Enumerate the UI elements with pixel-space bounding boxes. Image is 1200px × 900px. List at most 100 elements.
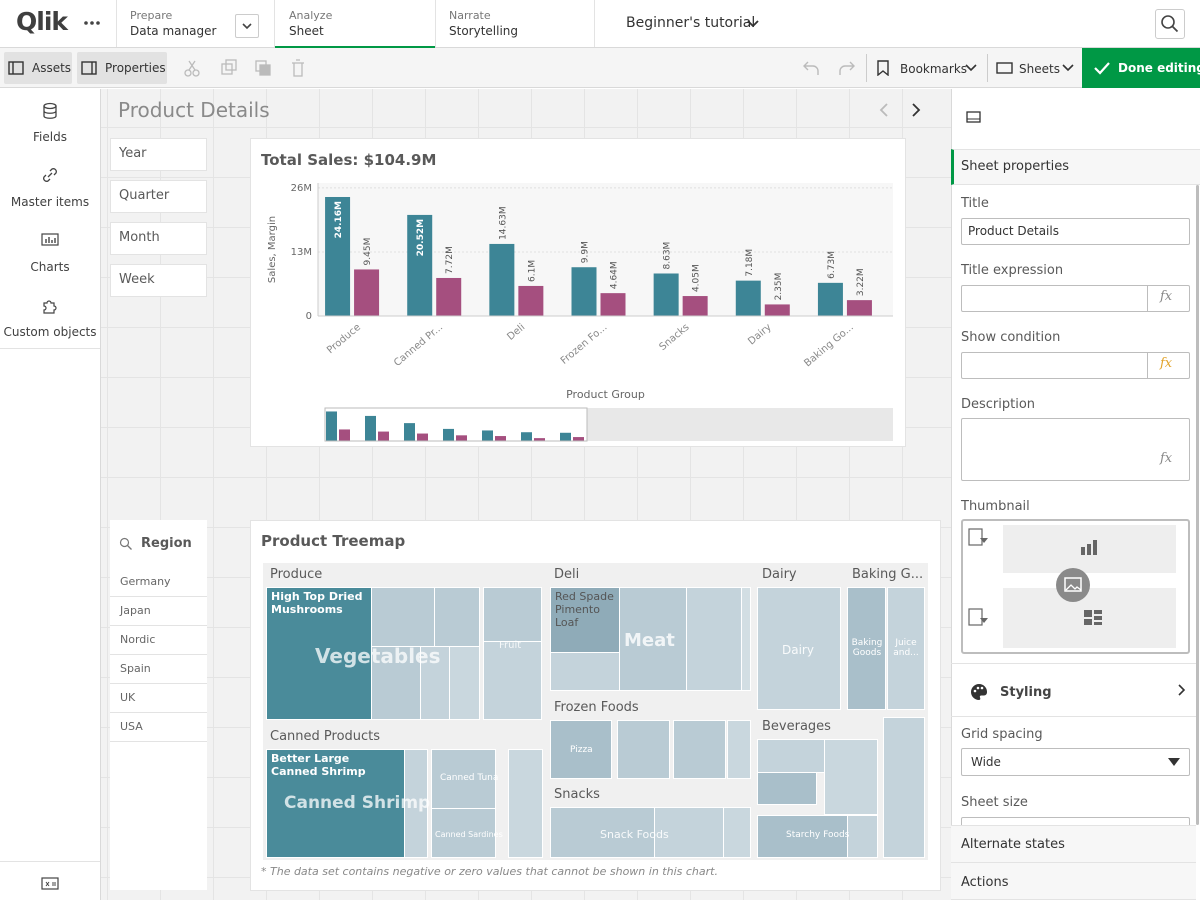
custom-objects-tab[interactable]: Custom objects [3, 325, 97, 339]
region-value[interactable]: Nordic [120, 633, 156, 646]
charts-tab[interactable]: Charts [30, 260, 70, 274]
treemap-cell[interactable] [757, 815, 848, 858]
undo-redo[interactable] [800, 58, 860, 80]
treemap-cell[interactable] [550, 652, 620, 691]
treemap-cell[interactable] [727, 720, 751, 779]
region-value[interactable]: Japan [120, 604, 151, 617]
app-chevron[interactable] [744, 15, 762, 33]
fx-icon[interactable]: fx [1160, 289, 1173, 304]
treemap-cell[interactable] [550, 587, 620, 653]
title-input[interactable] [961, 218, 1190, 245]
more-menu[interactable] [83, 20, 101, 26]
treemap-group[interactable]: Frozen Foods [554, 700, 639, 715]
bookmarks-label[interactable]: Bookmarks [900, 62, 968, 76]
chevron-icon[interactable] [1176, 683, 1188, 697]
treemap-cell[interactable] [508, 749, 543, 858]
title-input-value[interactable]: Product Details [968, 224, 1059, 238]
title-expression-input[interactable] [961, 285, 1190, 312]
filter-quarter[interactable]: Quarter [119, 188, 170, 203]
treemap-cell[interactable] [847, 815, 878, 858]
treemap-cell[interactable] [757, 739, 825, 773]
alternate-states-label[interactable]: Alternate states [961, 837, 1065, 852]
treemap-cell[interactable] [371, 587, 435, 647]
fx-icon[interactable]: fx [1160, 451, 1173, 466]
scrollbar[interactable] [1196, 185, 1199, 825]
alternate-states-row[interactable] [951, 825, 1196, 863]
fx-button[interactable] [1147, 285, 1190, 312]
tab-prepare-sub[interactable]: Data manager [130, 24, 217, 38]
filter-pane[interactable] [110, 180, 207, 213]
filter-pane[interactable] [110, 222, 207, 255]
treemap-group[interactable]: Produce [270, 567, 323, 582]
filter-year[interactable]: Year [119, 146, 147, 161]
tab-narrate-label[interactable]: Narrate [449, 9, 491, 22]
treemap-cell[interactable] [483, 587, 542, 642]
actions-row[interactable] [951, 863, 1196, 900]
search-button[interactable] [1155, 9, 1185, 39]
treemap-cell[interactable] [550, 807, 655, 858]
treemap-cell[interactable] [686, 587, 742, 691]
treemap-cell[interactable] [757, 772, 817, 805]
treemap-cell[interactable] [371, 646, 421, 720]
treemap-group[interactable]: Deli [554, 567, 580, 582]
tab-analyze-label[interactable]: Analyze [289, 9, 333, 22]
description-input[interactable] [961, 418, 1190, 481]
tab-prepare-label[interactable]: Prepare [130, 9, 173, 22]
tab-narrate-sub[interactable]: Storytelling [449, 24, 519, 38]
region-value[interactable]: Germany [120, 575, 171, 588]
treemap-cell[interactable] [550, 720, 612, 779]
treemap-cell[interactable] [741, 587, 751, 691]
treemap-cell[interactable] [431, 808, 496, 858]
treemap-cell[interactable] [673, 720, 726, 779]
filter-month[interactable]: Month [119, 230, 160, 245]
region-filter[interactable] [110, 520, 207, 890]
treemap-cell[interactable] [449, 646, 480, 720]
sheet-size-select[interactable] [961, 817, 1190, 827]
grid-spacing-value[interactable]: Wide [971, 755, 1001, 769]
done-editing-button[interactable] [1082, 48, 1200, 88]
properties-label[interactable]: Properties [105, 61, 166, 75]
region-title[interactable]: Region [141, 536, 192, 551]
styling-section[interactable]: Styling [1000, 685, 1052, 700]
treemap-group[interactable]: Dairy [762, 567, 797, 582]
filter-week[interactable]: Week [119, 272, 155, 287]
treemap-cell[interactable] [723, 807, 751, 858]
filter-pane[interactable] [110, 264, 207, 297]
treemap-cell[interactable] [757, 587, 841, 710]
region-value[interactable]: UK [120, 691, 136, 704]
fx-icon[interactable]: fx [1160, 356, 1173, 371]
sheets-label[interactable]: Sheets [1019, 62, 1060, 76]
region-value[interactable]: Spain [120, 662, 151, 675]
sheet-title[interactable]: Product Details [118, 98, 270, 122]
show-condition-input[interactable] [961, 352, 1190, 379]
image-button[interactable] [1055, 567, 1091, 603]
grid-spacing-select[interactable] [961, 748, 1190, 776]
treemap-group[interactable]: Beverages [762, 719, 831, 734]
filter-pane[interactable] [110, 138, 207, 171]
assets-label[interactable]: Assets [32, 61, 72, 75]
treemap-cell[interactable] [434, 587, 480, 647]
app-name[interactable]: Beginner's tutorial [626, 15, 756, 31]
tab-analyze[interactable] [275, 0, 435, 48]
treemap-group[interactable]: Canned Products [270, 729, 381, 744]
region-value[interactable]: USA [120, 720, 143, 733]
treemap-cell[interactable] [404, 749, 428, 858]
sheet-navigation[interactable] [876, 101, 926, 119]
treemap-cell[interactable] [887, 587, 925, 710]
treemap-cell[interactable] [266, 587, 372, 720]
actions-label[interactable]: Actions [961, 875, 1009, 890]
bar-chart-card[interactable] [250, 138, 906, 447]
treemap-cell[interactable] [847, 587, 886, 710]
assets-button[interactable] [4, 52, 72, 84]
tab-analyze-sub[interactable]: Sheet [289, 24, 324, 38]
treemap-cell[interactable] [824, 739, 878, 815]
treemap-cell[interactable] [483, 641, 542, 720]
variables-icon[interactable] [41, 877, 59, 891]
done-editing-label[interactable]: Done editing [1118, 61, 1200, 75]
prepare-dropdown[interactable] [235, 14, 259, 38]
treemap-cell[interactable] [619, 587, 687, 691]
fx-button[interactable] [1147, 352, 1190, 379]
treemap-cell[interactable] [617, 720, 670, 779]
treemap-cell[interactable] [883, 717, 925, 858]
treemap-group[interactable]: Snacks [554, 787, 600, 802]
